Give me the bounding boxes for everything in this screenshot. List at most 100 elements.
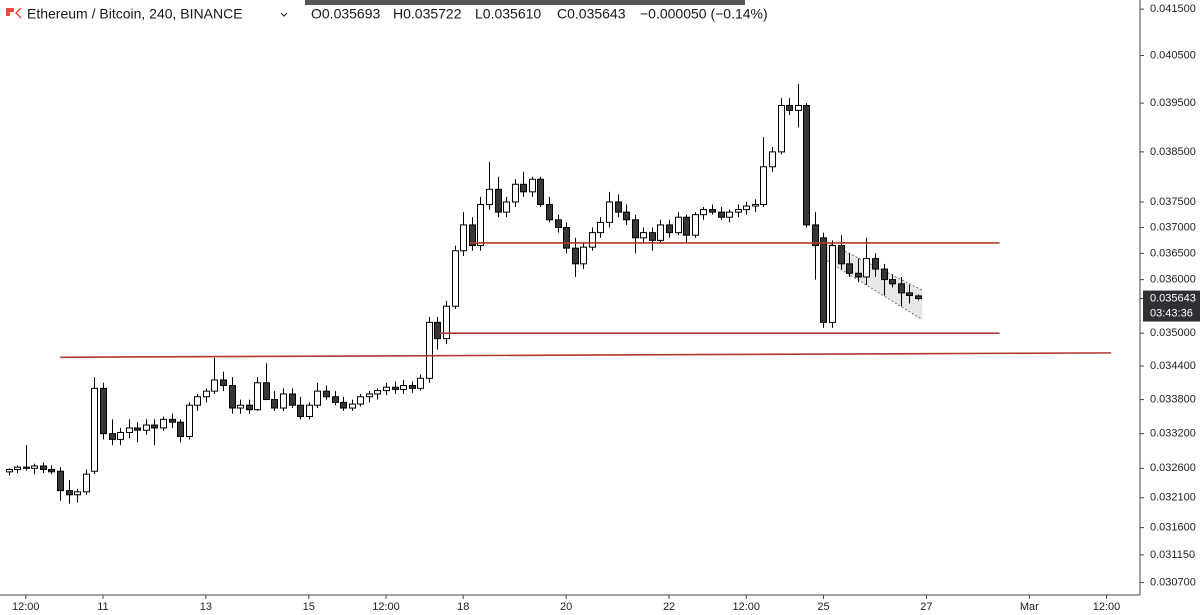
ohlc-close: C0.035643 xyxy=(557,6,626,22)
candle-body xyxy=(675,216,682,234)
candle xyxy=(743,201,750,215)
candle-body xyxy=(752,203,759,207)
ohlc-high: H0.035722 xyxy=(393,6,462,22)
candle xyxy=(177,419,184,443)
x-tick-label: 20 xyxy=(560,601,572,613)
candle-body xyxy=(855,272,862,278)
candle xyxy=(306,402,313,420)
candle-body xyxy=(306,404,313,418)
candle xyxy=(889,274,896,288)
candle-body xyxy=(417,377,424,389)
candle xyxy=(795,83,802,128)
candle xyxy=(229,377,236,414)
x-tick-label: 13 xyxy=(200,601,212,613)
candle xyxy=(417,374,424,391)
candle-body xyxy=(246,404,253,411)
candle-body xyxy=(48,468,55,473)
x-tick-label: Mar xyxy=(1020,601,1039,613)
candle-body xyxy=(760,166,767,205)
candle-body xyxy=(297,404,304,418)
candle-body xyxy=(469,224,476,247)
y-tick-label: 0.037500 xyxy=(1150,196,1196,208)
candle xyxy=(289,388,296,409)
candle xyxy=(100,382,107,440)
candle-body xyxy=(503,201,510,213)
candle xyxy=(846,253,853,277)
candle xyxy=(529,176,536,197)
candle-body xyxy=(211,379,218,392)
candle-body xyxy=(374,390,381,395)
candle xyxy=(572,237,579,277)
x-tick-label: 22 xyxy=(663,601,675,613)
candle xyxy=(495,176,502,218)
candle-body xyxy=(477,203,484,247)
candle-body xyxy=(14,466,21,470)
candle xyxy=(863,237,870,285)
ohlc-change: −0.000050 (−0.14%) xyxy=(640,6,768,22)
chart-title[interactable]: Ethereum / Bitcoin, 240, BINANCE xyxy=(27,6,243,22)
candle xyxy=(460,212,467,256)
candle-body xyxy=(786,105,793,111)
candle xyxy=(383,382,390,396)
candle-body xyxy=(889,279,896,285)
candle xyxy=(778,98,785,155)
candle xyxy=(194,393,201,411)
candle-body xyxy=(109,433,116,440)
candle xyxy=(443,300,450,345)
candle-body xyxy=(537,178,544,205)
candle-body xyxy=(357,396,364,405)
top-toolbar-edge xyxy=(305,0,745,5)
candle xyxy=(632,214,639,254)
candle-body xyxy=(735,209,742,213)
candle xyxy=(898,276,905,307)
candle xyxy=(649,227,656,251)
candle xyxy=(829,240,836,328)
y-tick-label: 0.031600 xyxy=(1150,522,1196,534)
candle-body xyxy=(340,401,347,409)
candle-body xyxy=(692,214,699,236)
candle xyxy=(520,171,527,197)
candle-body xyxy=(846,263,853,274)
last-price-label: 0.035643 xyxy=(1150,292,1196,304)
candle xyxy=(186,402,193,440)
candle xyxy=(211,357,218,394)
candle-body xyxy=(289,393,296,406)
candle xyxy=(237,399,244,414)
candle-body xyxy=(580,246,587,265)
y-tick-label: 0.036000 xyxy=(1150,274,1196,286)
candle xyxy=(563,222,570,254)
candle xyxy=(434,316,441,350)
candle xyxy=(820,232,827,328)
candle-body xyxy=(906,292,913,297)
candle xyxy=(675,212,682,236)
candle-body xyxy=(400,385,407,390)
candle-body xyxy=(700,209,707,216)
axis-corner xyxy=(1140,595,1200,615)
candle-body xyxy=(915,295,922,300)
candle xyxy=(143,419,150,435)
y-tick-label: 0.033200 xyxy=(1150,428,1196,440)
candle xyxy=(91,377,98,475)
candle-body xyxy=(134,427,141,431)
candle-body xyxy=(615,201,622,213)
candle xyxy=(683,214,690,243)
x-tick-label: 18 xyxy=(457,601,469,613)
candle xyxy=(263,363,270,401)
candle-body xyxy=(589,232,596,248)
candle xyxy=(409,381,416,393)
ohlc-low: L0.035610 xyxy=(475,6,541,22)
candle xyxy=(855,258,862,283)
candle-body xyxy=(838,245,845,265)
candle-body xyxy=(314,390,321,406)
title-caret[interactable] xyxy=(280,12,288,17)
candle-body xyxy=(657,224,664,241)
x-tick-label: 11 xyxy=(97,601,108,613)
candle-body xyxy=(606,201,613,223)
candle-body xyxy=(409,385,416,389)
candle xyxy=(915,294,922,301)
candle xyxy=(838,235,845,270)
candle-body xyxy=(623,211,630,221)
candle xyxy=(151,419,158,446)
candle-body xyxy=(6,468,13,473)
